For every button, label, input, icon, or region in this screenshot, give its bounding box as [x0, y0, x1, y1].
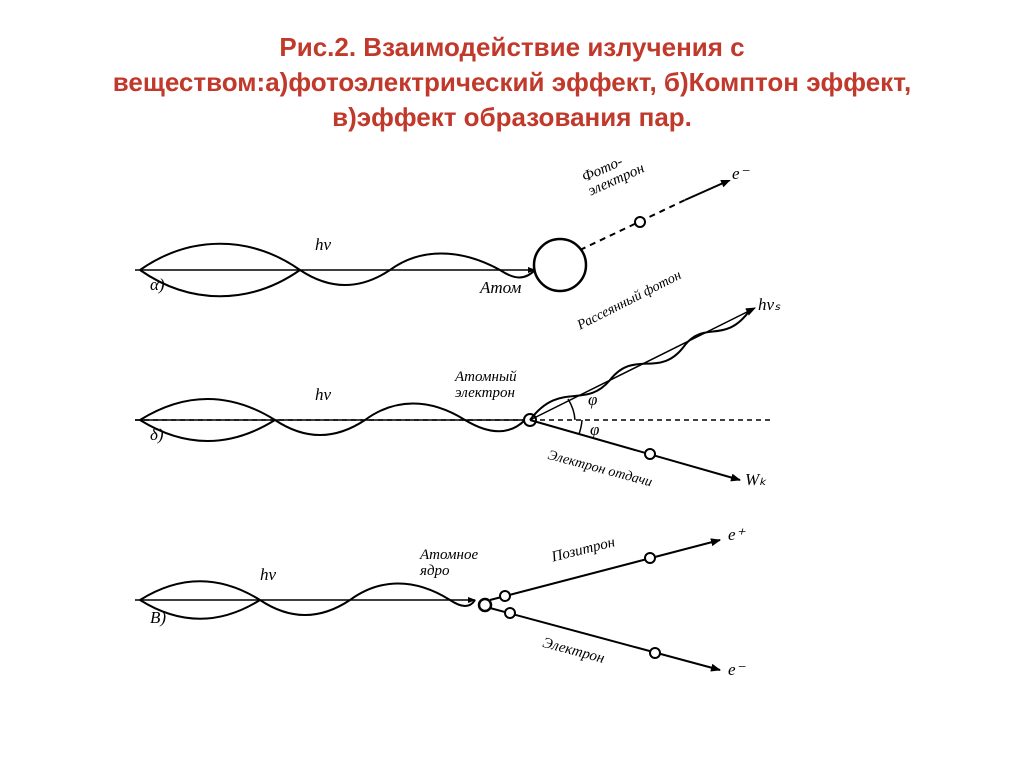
positron-symbol: e⁺ [728, 525, 745, 545]
nucleus-label: Атомное ядро [420, 548, 478, 580]
figure-title: Рис.2. Взаимодействие излучения с вещест… [0, 0, 1024, 145]
panel-b [135, 308, 770, 480]
panel-a-label: α) [150, 275, 165, 295]
panel-b-label: δ) [150, 425, 164, 445]
angle-upper-label: φ [588, 390, 597, 410]
panel-a [135, 180, 730, 296]
recoil-symbol: Wₖ [745, 470, 766, 490]
atom-label: Атом [480, 278, 521, 298]
wave-c-label: hν [260, 565, 276, 585]
physics-diagram: α) hν Атом Фото- электрон e⁻ δ) hν Атомн… [130, 180, 890, 700]
electron-c-symbol: e⁻ [728, 660, 745, 680]
panel-c-label: B) [150, 608, 166, 628]
atomic-electron-label: Атомный электрон [455, 370, 517, 402]
electron-a-symbol: e⁻ [732, 164, 749, 184]
wave-a-label: hν [315, 235, 331, 255]
angle-lower-label: φ [590, 420, 599, 440]
wave-b-label: hν [315, 385, 331, 405]
scattered-symbol: hνₛ [758, 295, 780, 315]
